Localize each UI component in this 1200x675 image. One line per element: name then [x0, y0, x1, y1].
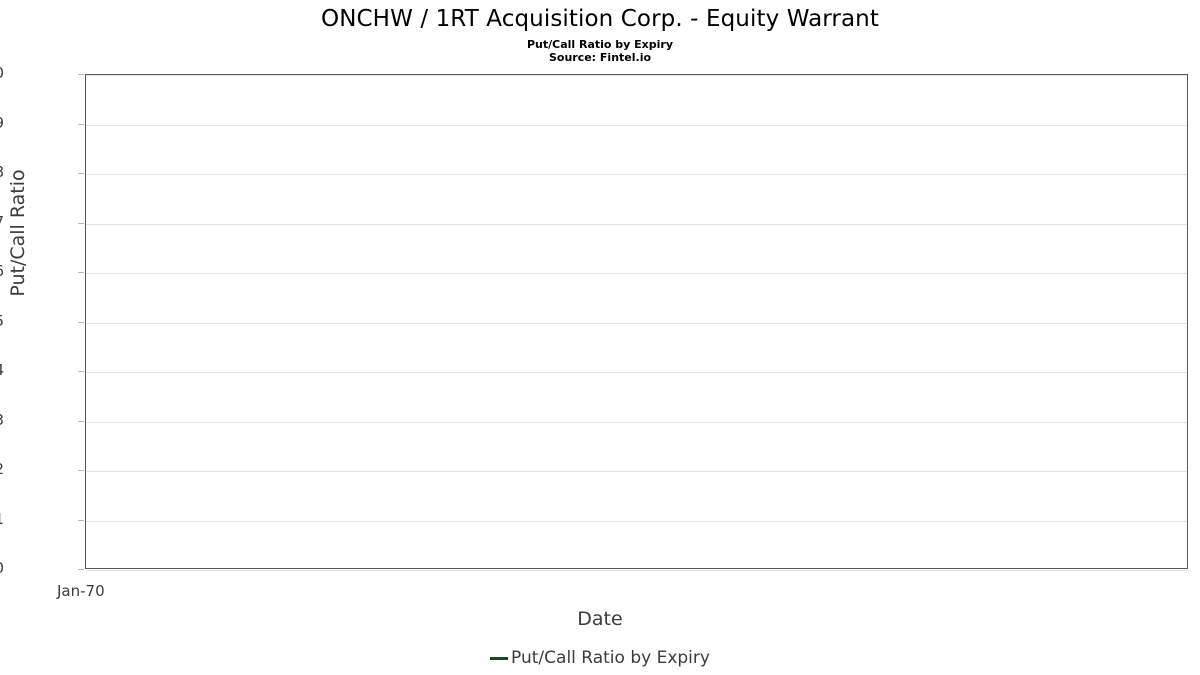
y-axis-tick-mark: [78, 321, 84, 323]
plot-area[interactable]: [85, 74, 1188, 571]
gridline: [86, 521, 1187, 522]
gridline: [86, 125, 1187, 126]
y-axis-tick-mark: [78, 420, 84, 422]
gridline: [86, 224, 1187, 225]
y-axis-tick-label: 0.7: [0, 214, 4, 230]
y-axis-tick-label: 0.6: [0, 264, 4, 279]
y-axis-tick-label: 0.9: [0, 115, 4, 131]
y-axis-tick-label: 0.2: [0, 462, 4, 477]
chart-source-label: Source: Fintel.io: [548, 51, 652, 64]
line-marker-icon: [490, 656, 509, 660]
page-title: ONCHW / 1RT Acquisition Corp. - Equity W…: [321, 6, 879, 32]
y-axis-tick-mark: [78, 519, 84, 521]
y-axis-tick-label: 0.1: [0, 511, 4, 527]
y-axis-tick-label: 1.0: [0, 66, 4, 81]
y-axis-title: Put/Call Ratio: [7, 169, 29, 297]
y-axis-tick-label: 0.3: [0, 412, 4, 428]
y-axis-tick-mark: [78, 371, 84, 372]
chart-legend: Put/Call Ratio by Expiry: [0, 648, 1200, 668]
y-axis-tick-mark: [78, 222, 84, 224]
y-axis-tick-mark: [78, 123, 84, 125]
gridline: [86, 323, 1187, 324]
gridline: [86, 471, 1187, 472]
y-axis-tick-label: 0.0: [0, 561, 4, 576]
y-axis-tick-mark: [78, 74, 84, 75]
y-axis-tick-label: 0.5: [0, 313, 4, 329]
x-axis-tick-label: Jan-70: [57, 582, 105, 600]
y-axis-tick-mark: [78, 272, 84, 273]
y-axis-tick-mark: [78, 470, 84, 471]
x-axis-title: Date: [577, 608, 623, 630]
y-axis-tick-mark: [78, 569, 84, 570]
gridline: [86, 570, 1187, 571]
chart-subtitle: Put/Call Ratio by Expiry: [526, 38, 674, 51]
legend-item-label: Put/Call Ratio by Expiry: [511, 648, 710, 668]
y-axis-tick-label: 0.4: [0, 363, 4, 378]
gridline: [86, 372, 1187, 373]
gridline: [86, 422, 1187, 423]
y-axis-tick-label: 0.8: [0, 165, 4, 180]
gridline: [86, 273, 1187, 274]
gridline: [86, 174, 1187, 175]
title-block: ONCHW / 1RT Acquisition Corp. - Equity W…: [0, 0, 1200, 64]
legend-item[interactable]: Put/Call Ratio by Expiry: [490, 648, 710, 668]
gridline: [86, 75, 1187, 76]
y-axis-tick-mark: [78, 173, 84, 174]
